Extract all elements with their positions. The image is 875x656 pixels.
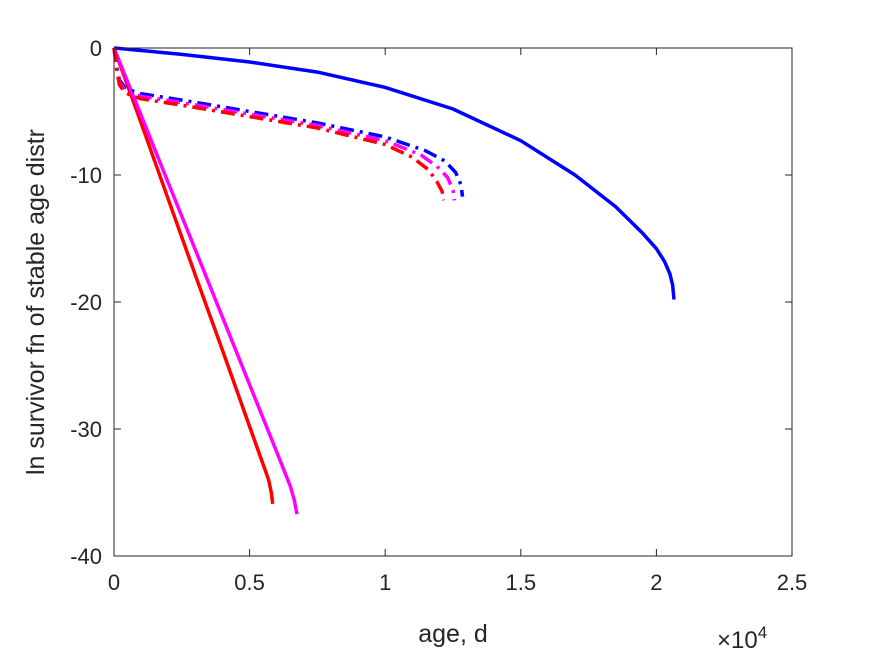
series-line-3 [112, 47, 299, 515]
plot-area [114, 48, 792, 556]
y-tick-label: -40 [70, 544, 102, 569]
y-tick-label: -20 [70, 290, 102, 315]
x-axis-exponent: ×104 [717, 623, 767, 654]
x-tick-label: 0 [108, 570, 120, 595]
y-tick-label: 0 [90, 36, 102, 61]
x-tick-label: 2 [650, 570, 662, 595]
x-axis-label: age, d [418, 620, 488, 648]
series-line-2 [112, 47, 275, 505]
ticks-layer: 0 0.5 1 1.5 2 2.5 0 -10 -20 -30 -40 [70, 36, 807, 595]
series-line-1 [113, 46, 676, 300]
y-tick-label: -10 [70, 163, 102, 188]
x-tick-label: 1 [379, 570, 391, 595]
y-axis-label: ln survivor fn of stable age distr [22, 129, 50, 475]
x-tick-label: 0.5 [234, 570, 265, 595]
y-tick-label: -30 [70, 417, 102, 442]
x-tick-label: 1.5 [506, 570, 537, 595]
series-layer [112, 46, 676, 515]
x-tick-label: 2.5 [777, 570, 808, 595]
series-line-6 [112, 47, 446, 201]
